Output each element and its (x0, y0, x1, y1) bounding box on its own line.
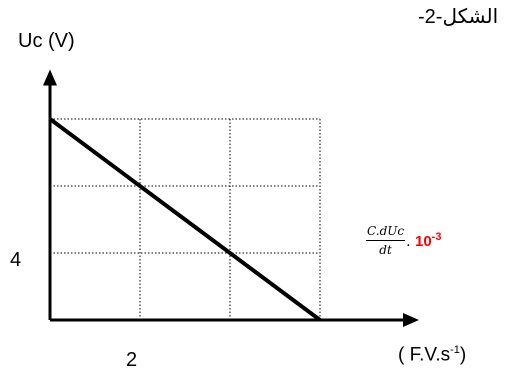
x-axis-label-denominator: dt (379, 243, 392, 257)
y-axis-arrow-icon (43, 69, 57, 86)
x-axis-label-dot: . (406, 232, 415, 250)
series-line (48, 117, 322, 322)
x-axis-label: C.dUc dt . 10-3 (366, 224, 441, 257)
x-axis-arrow-icon (403, 313, 419, 327)
x-axis-label-fraction: C.dUc dt (366, 224, 406, 257)
axes (43, 69, 419, 327)
grid (50, 118, 321, 320)
y-axis-label: Uc (V) (18, 30, 75, 52)
x-axis-label-numerator: C.dUc (366, 224, 406, 241)
x-axis-label-power-exponent: -3 (431, 230, 442, 243)
x-axis-label-power-base: 10 (414, 232, 432, 250)
x-axis-label-power: 10-3 (414, 230, 442, 250)
figure-title: الشكل-2- (418, 6, 499, 28)
x-unit-label-base: ( F.V.s (398, 344, 451, 366)
x-tick-label: 2 (126, 349, 138, 371)
x-unit-label-exponent: -1 (450, 344, 460, 356)
x-axis-label-multiplier: . 10-3 (406, 231, 441, 251)
x-unit-label-close: ) (459, 344, 467, 366)
x-unit-label: ( F.V.s-1) (398, 344, 466, 366)
y-tick-label: 4 (10, 249, 22, 271)
series (48, 117, 322, 322)
